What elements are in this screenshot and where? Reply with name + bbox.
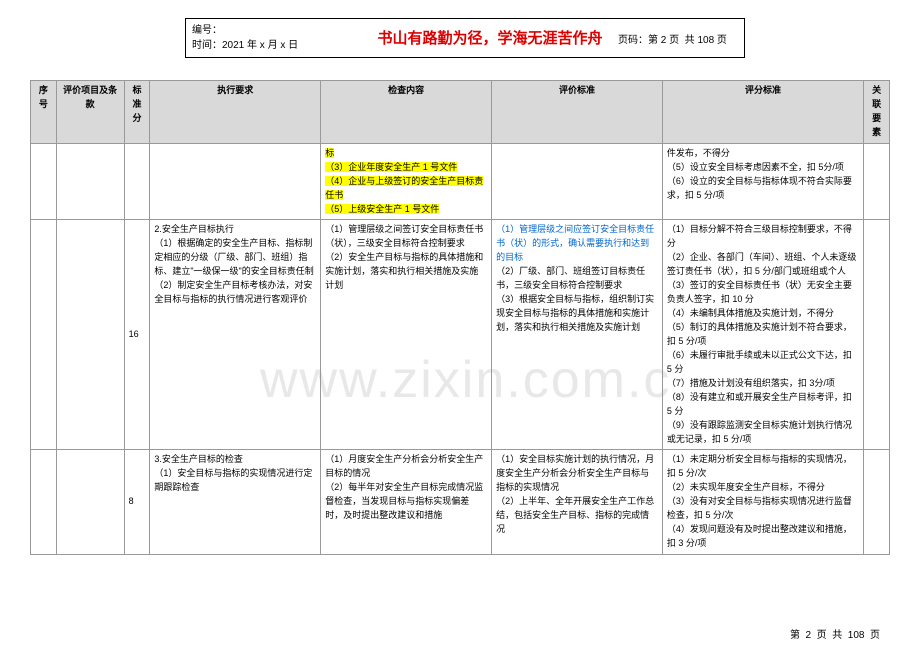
cell (150, 143, 321, 220)
cell: 3.安全生产目标的检查 （1）安全目标与指标的实现情况进行定期跟踪检查 (150, 450, 321, 555)
col-5: 评价标准 (492, 81, 663, 144)
table-row: 16 2.安全生产目标执行 （1）根据确定的安全生产目标、指标制定相应的分级（厂… (31, 220, 890, 450)
cell: （1）管理层级之间应签订安全目标责任书（状）的形式，确认需要执行和达到的目标 （2… (492, 220, 663, 450)
table-body: 标 （3）企业年度安全生产 1 号文件 （4）企业与上级签订的安全生产目标责任书… (31, 143, 890, 554)
col-6: 评分标准 (662, 81, 863, 144)
highlight: 标 （3）企业年度安全生产 1 号文件 （4）企业与上级签订的安全生产目标责任书… (325, 148, 483, 214)
blue-text: （1）管理层级之间应签订安全目标责任书（状）的形式，确认需要执行和达到的目标 (496, 224, 654, 262)
col-4: 检查内容 (321, 81, 492, 144)
cell: 件发布，不得分 （5）设立安全目标考虑因素不全，扣 5分/项 （6）设立的安全目… (662, 143, 863, 220)
cell: （1）未定期分析安全目标与指标的实现情况，扣 5 分/次 （2）未实现年度安全生… (662, 450, 863, 555)
header-shijian: 时间：2021 年 x 月 x 日 (192, 38, 360, 53)
cell (864, 220, 890, 450)
cell (492, 143, 663, 220)
cell: 2.安全生产目标执行 （1）根据确定的安全生产目标、指标制定相应的分级（厂级、部… (150, 220, 321, 450)
header-meta: 编号： 时间：2021 年 x 月 x 日 (186, 19, 366, 57)
cell (31, 220, 57, 450)
main-table: 序号 评价项目及条款 标准分 执行要求 检查内容 评价标准 评分标准 关联要素 … (30, 80, 890, 555)
header-box: 编号： 时间：2021 年 x 月 x 日 书山有路勤为径，学海无涯苦作舟 页码… (185, 18, 745, 58)
cell: （1）月度安全生产分析会分析安全生产目标的情况 （2）每半年对安全生产目标完成情… (321, 450, 492, 555)
cell-text: （2）厂级、部门、班组签订目标责任书，三级安全目标符合控制要求 （3）根据安全目… (496, 266, 654, 332)
header-yema: 页码：第 2 页 共 108 页 (614, 19, 744, 57)
col-3: 执行要求 (150, 81, 321, 144)
page-footer: 第 2 页 共 108 页 (790, 626, 880, 641)
cell: 8 (124, 450, 150, 555)
cell: 16 (124, 220, 150, 450)
cell (31, 450, 57, 555)
cell (864, 143, 890, 220)
col-0: 序号 (31, 81, 57, 144)
cell (56, 143, 124, 220)
col-7: 关联要素 (864, 81, 890, 144)
cell (56, 450, 124, 555)
cell (56, 220, 124, 450)
cell (124, 143, 150, 220)
table-row: 8 3.安全生产目标的检查 （1）安全目标与指标的实现情况进行定期跟踪检查 （1… (31, 450, 890, 555)
cell (31, 143, 57, 220)
cell (864, 450, 890, 555)
cell: 标 （3）企业年度安全生产 1 号文件 （4）企业与上级签订的安全生产目标责任书… (321, 143, 492, 220)
cell: （1）目标分解不符合三级目标控制要求，不得分 （2）企业、各部门（车间）、班组、… (662, 220, 863, 450)
header-motto: 书山有路勤为径，学海无涯苦作舟 (366, 19, 614, 57)
header-bianhao: 编号： (192, 23, 360, 38)
cell: （1）管理层级之间签订安全目标责任书（状），三级安全目标符合控制要求 （2）安全… (321, 220, 492, 450)
col-2: 标准分 (124, 81, 150, 144)
col-1: 评价项目及条款 (56, 81, 124, 144)
table-row: 标 （3）企业年度安全生产 1 号文件 （4）企业与上级签订的安全生产目标责任书… (31, 143, 890, 220)
cell: （1）安全目标实施计划的执行情况，月度安全生产分析会分析安全生产目标与指标的实现… (492, 450, 663, 555)
table-header-row: 序号 评价项目及条款 标准分 执行要求 检查内容 评价标准 评分标准 关联要素 (31, 81, 890, 144)
